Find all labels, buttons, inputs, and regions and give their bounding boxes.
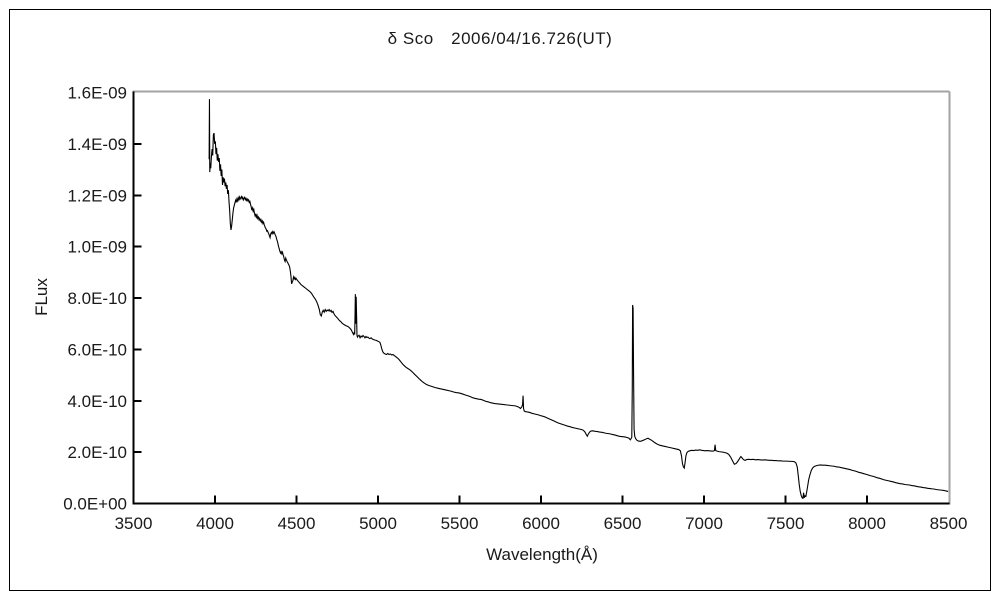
- chart-title: δ Sco 2006/04/16.726(UT): [387, 29, 613, 48]
- y-tick-label: 6.0E-10: [67, 340, 127, 359]
- x-tick-label: 8000: [848, 514, 886, 533]
- y-tick-label: 2.0E-10: [67, 443, 127, 462]
- y-tick-label: 1.0E-09: [67, 238, 127, 257]
- y-tick-label: 4.0E-10: [67, 392, 127, 411]
- x-tick-label: 5500: [441, 514, 479, 533]
- y-tick-label: 1.2E-09: [67, 186, 127, 205]
- x-tick-label: 7000: [685, 514, 723, 533]
- x-tick-label: 5000: [359, 514, 397, 533]
- outer-border: [9, 9, 991, 591]
- x-tick-label: 8500: [930, 514, 968, 533]
- x-axis-label: Wavelength(Å): [486, 545, 598, 564]
- spectrum-line: [208, 99, 949, 500]
- y-axis-label: FLux: [32, 278, 51, 316]
- x-tick-label: 7500: [767, 514, 805, 533]
- y-tick-label: 1.4E-09: [67, 135, 127, 154]
- x-tick-label: 6500: [604, 514, 642, 533]
- x-tick-label: 6000: [522, 514, 560, 533]
- y-tick-label: 8.0E-10: [67, 289, 127, 308]
- x-tick-label: 4500: [278, 514, 316, 533]
- x-tick-label: 3500: [115, 514, 153, 533]
- x-tick-label: 4000: [196, 514, 234, 533]
- y-tick-label: 0.0E+00: [63, 495, 127, 514]
- y-tick-label: 1.6E-09: [67, 84, 127, 103]
